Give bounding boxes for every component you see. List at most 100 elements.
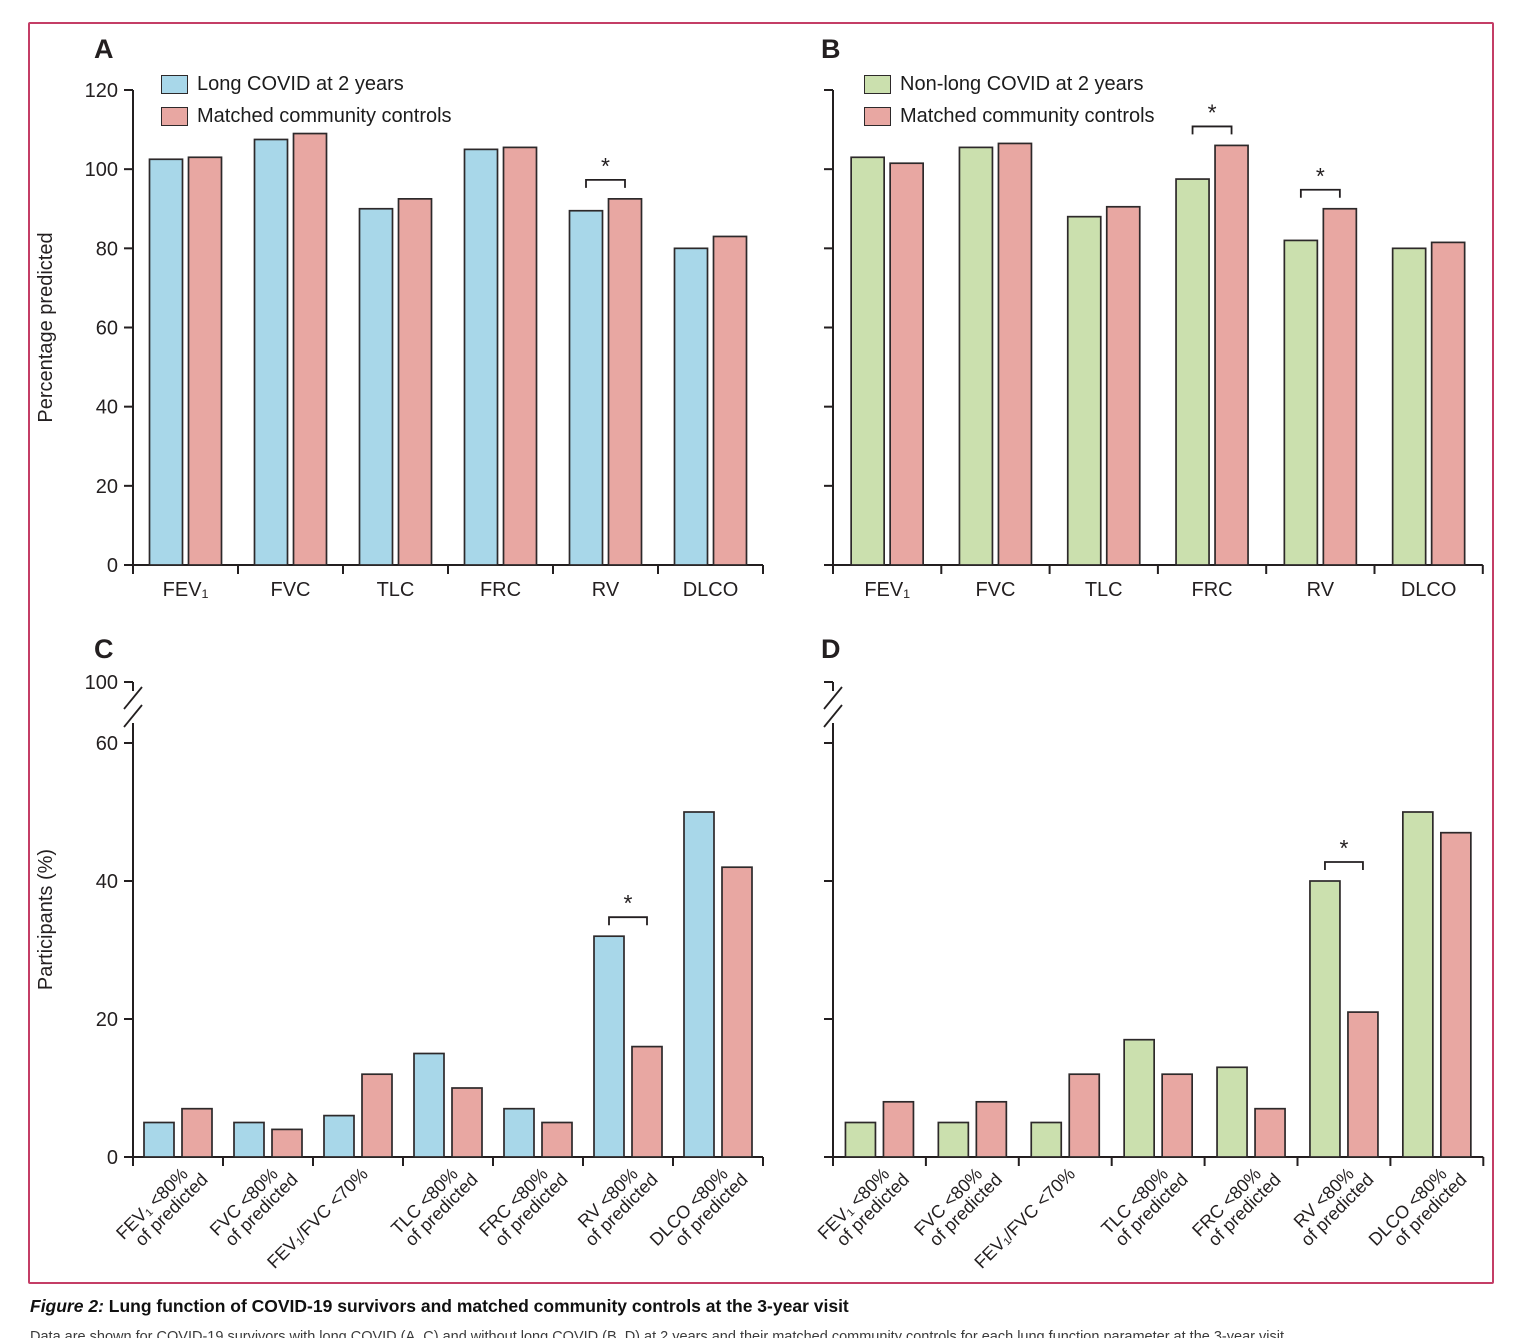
y-tick-label: 0 <box>107 555 118 577</box>
y-axis-label: Participants (%) <box>35 849 57 990</box>
x-category-label: DLCO <box>683 579 739 601</box>
bar <box>1216 1066 1248 1158</box>
bar <box>187 156 223 566</box>
bar <box>889 162 925 566</box>
x-category-label: FVC <box>271 579 311 601</box>
y-tick-label: 40 <box>96 397 118 419</box>
x-category-label: TLC <box>377 579 415 601</box>
bar <box>721 866 753 1158</box>
legend-label: Matched community controls <box>197 105 452 127</box>
bar <box>1123 1038 1155 1158</box>
x-category-label: FEV₁ <box>163 579 209 601</box>
bar <box>673 247 709 566</box>
bar <box>1175 178 1210 566</box>
bar <box>253 138 289 566</box>
caption-note-clipped: Data are shown for COVID-19 survivors wi… <box>30 1329 1284 1338</box>
significance-asterisk: * <box>624 890 633 916</box>
x-category-label: RV <box>592 579 620 601</box>
legend-row: Non-long COVID at 2 years <box>864 74 1155 95</box>
x-category-label-group: FEV₁ <80%of predicted <box>814 1164 913 1250</box>
x-category-label-group: DLCO <80%of predicted <box>646 1164 752 1250</box>
legend-row: Matched community controls <box>161 106 452 127</box>
x-category-label: RV <box>1307 579 1335 601</box>
bar <box>844 1121 877 1158</box>
panel-c-chart: 0 20 40 60 100 FEV₁ <80% of predicted FVC <80% o… <box>30 630 780 1290</box>
y-tick-label: 60 <box>96 318 118 340</box>
bar <box>1214 144 1249 566</box>
bar <box>568 209 604 566</box>
significance-bracket <box>1324 861 1364 870</box>
panel-a-legend: Long COVID at 2 years Matched community … <box>161 74 452 127</box>
bar <box>503 1107 535 1158</box>
bar <box>712 235 748 566</box>
bar <box>1066 215 1102 566</box>
bar <box>1309 880 1341 1158</box>
x-category-label: FEV₁ <box>864 579 910 601</box>
panel-a-chart: 0 20 40 60 80 100 120 FEV₁ FVC TLC FRC RV DLCO * Perce… <box>30 30 780 630</box>
bar <box>502 146 538 566</box>
bar <box>541 1121 573 1158</box>
bar <box>1030 1121 1063 1158</box>
bar <box>361 1073 393 1158</box>
x-category-label-group: TLC <80%of predicted <box>1097 1164 1191 1250</box>
legend-label: Long COVID at 2 years <box>197 73 404 95</box>
legend-row: Matched community controls <box>864 106 1155 127</box>
legend-swatch-long-covid <box>161 75 188 94</box>
caption-title: Lung function of COVID-19 survivors and … <box>103 1296 849 1316</box>
y-tick-label: 80 <box>96 238 118 260</box>
bar <box>451 1087 483 1158</box>
bar <box>1401 811 1434 1158</box>
bar <box>631 1045 663 1158</box>
bar <box>292 132 328 566</box>
y-tick-label: 20 <box>96 1009 118 1031</box>
panel-a-svg: 0 20 40 60 80 100 120 FEV₁ FVC TLC FRC RV DLCO * Perce… <box>35 80 764 601</box>
x-category-label: FRC <box>480 579 521 601</box>
panel-a-letter: A <box>94 34 114 64</box>
panel-d-chart: FEV₁ <80% of predicted FVC <80% of predicte… <box>790 630 1526 1290</box>
x-category-label-group: FEV₁ <80%of predicted <box>112 1164 211 1250</box>
significance-bracket <box>1191 125 1233 135</box>
x-category-label: FRC <box>1191 579 1232 601</box>
bar <box>463 148 499 566</box>
axis-break-slash <box>823 704 843 728</box>
bar <box>1068 1073 1101 1158</box>
bar <box>1439 831 1472 1158</box>
bar <box>850 156 886 566</box>
legend-swatch-non-long-covid <box>864 75 891 94</box>
bar <box>148 158 184 566</box>
bar <box>997 142 1033 566</box>
bar <box>958 146 994 566</box>
bar <box>975 1100 1008 1158</box>
significance-asterisk: * <box>1339 835 1348 861</box>
legend-row: Long COVID at 2 years <box>161 74 452 95</box>
bar <box>1347 1011 1379 1158</box>
bar <box>397 198 433 566</box>
bar <box>1391 247 1427 566</box>
axis-break-slash <box>123 686 143 710</box>
panel-b-chart: FEV₁ FVC TLC FRC RV DLCO * * <box>790 30 1526 630</box>
panel-b-letter: B <box>821 34 841 64</box>
bar <box>607 198 643 566</box>
y-tick-label: 100 <box>85 159 118 181</box>
bar <box>143 1121 175 1158</box>
panel-c-letter: C <box>94 634 114 664</box>
bar <box>1430 241 1466 566</box>
y-tick-label: 20 <box>96 476 118 498</box>
y-axis-label: Percentage predicted <box>35 232 57 422</box>
x-category-label-group: RV <80%of predicted <box>1290 1164 1378 1250</box>
y-tick-label: 60 <box>96 733 118 755</box>
legend-label: Non-long COVID at 2 years <box>900 73 1144 95</box>
significance-asterisk: * <box>1316 163 1325 189</box>
x-category-label-group: FRC <80%of predicted <box>475 1164 572 1250</box>
significance-bracket <box>585 178 626 188</box>
significance-asterisk: * <box>601 153 610 179</box>
significance-bracket <box>608 916 648 926</box>
x-category-label: TLC <box>1085 579 1123 601</box>
bar <box>358 207 394 566</box>
x-category-label: FVC <box>975 579 1015 601</box>
bar <box>271 1128 303 1158</box>
bar <box>413 1052 445 1158</box>
